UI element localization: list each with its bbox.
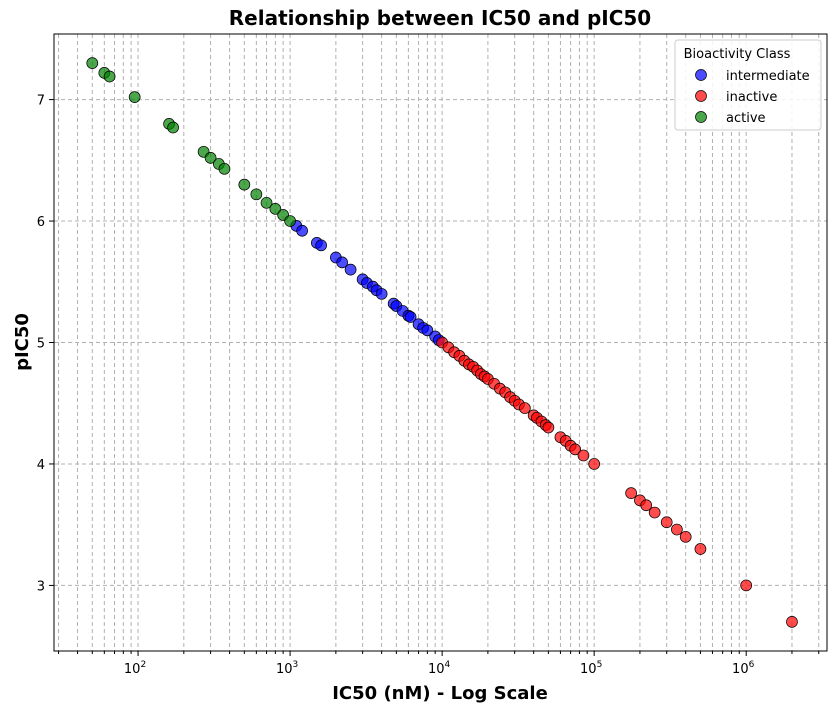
data-point-active	[103, 70, 116, 83]
data-point-inactive	[660, 516, 673, 529]
data-point-active	[269, 203, 282, 215]
data-point-active	[260, 196, 273, 209]
data-point-intermediate	[344, 263, 357, 276]
data-point-inactive	[588, 458, 601, 470]
data-point-active	[218, 162, 231, 175]
data-point-intermediate	[404, 311, 417, 323]
data-point-intermediate	[315, 239, 327, 252]
data-point-inactive	[518, 402, 531, 414]
legend-label-intermediate: intermediate	[726, 69, 810, 84]
legend: Bioactivity Class intermediate inactive ac…	[674, 39, 822, 131]
data-point-active	[250, 188, 263, 201]
y-tick-label: 4	[37, 458, 45, 473]
axis-ticks: 3 4 5 6 7 102 103 104 105 106	[37, 94, 820, 677]
data-point-inactive	[679, 530, 692, 543]
legend-marker-active	[695, 111, 707, 123]
data-point-intermediate	[421, 324, 434, 337]
y-axis-label: pIC50	[12, 313, 33, 371]
data-point-active	[238, 178, 251, 191]
x-tick-label: 102	[124, 660, 146, 677]
x-axis-label: IC50 (nM) - Log Scale	[332, 683, 548, 704]
data-point-active	[167, 121, 179, 134]
data-point-inactive	[648, 506, 661, 519]
y-tick-label: 6	[37, 215, 45, 230]
data-points	[86, 57, 798, 628]
y-tick-label: 5	[37, 337, 45, 352]
legend-marker-intermediate	[695, 69, 707, 81]
grid-lines	[54, 34, 827, 651]
chart-title: Relationship between IC50 and pIC50	[229, 6, 651, 30]
data-point-inactive	[542, 421, 555, 434]
y-tick-label: 7	[37, 94, 45, 109]
legend-box	[674, 39, 822, 131]
legend-label-inactive: inactive	[726, 90, 777, 105]
data-point-active	[86, 57, 99, 69]
data-point-active	[204, 152, 217, 164]
data-point-inactive	[671, 523, 683, 536]
x-tick-label: 106	[732, 660, 755, 677]
data-point-inactive	[694, 543, 707, 555]
data-point-intermediate	[296, 224, 308, 237]
data-point-inactive	[625, 487, 637, 499]
data-point-inactive	[640, 499, 653, 512]
data-point-inactive	[577, 449, 590, 462]
data-point-intermediate	[336, 256, 348, 269]
data-point-inactive	[569, 443, 582, 456]
data-point-inactive	[740, 579, 753, 592]
x-tick-label: 103	[276, 660, 298, 677]
x-tick-label: 104	[428, 660, 451, 677]
legend-label-active: active	[726, 111, 766, 126]
data-point-intermediate	[375, 288, 388, 300]
legend-marker-inactive	[695, 90, 707, 102]
y-tick-label: 3	[37, 579, 45, 594]
legend-title: Bioactivity Class	[684, 47, 791, 62]
data-point-inactive	[786, 616, 798, 628]
data-point-active	[128, 91, 141, 104]
data-point-active	[284, 215, 296, 227]
x-tick-label: 105	[580, 660, 602, 677]
